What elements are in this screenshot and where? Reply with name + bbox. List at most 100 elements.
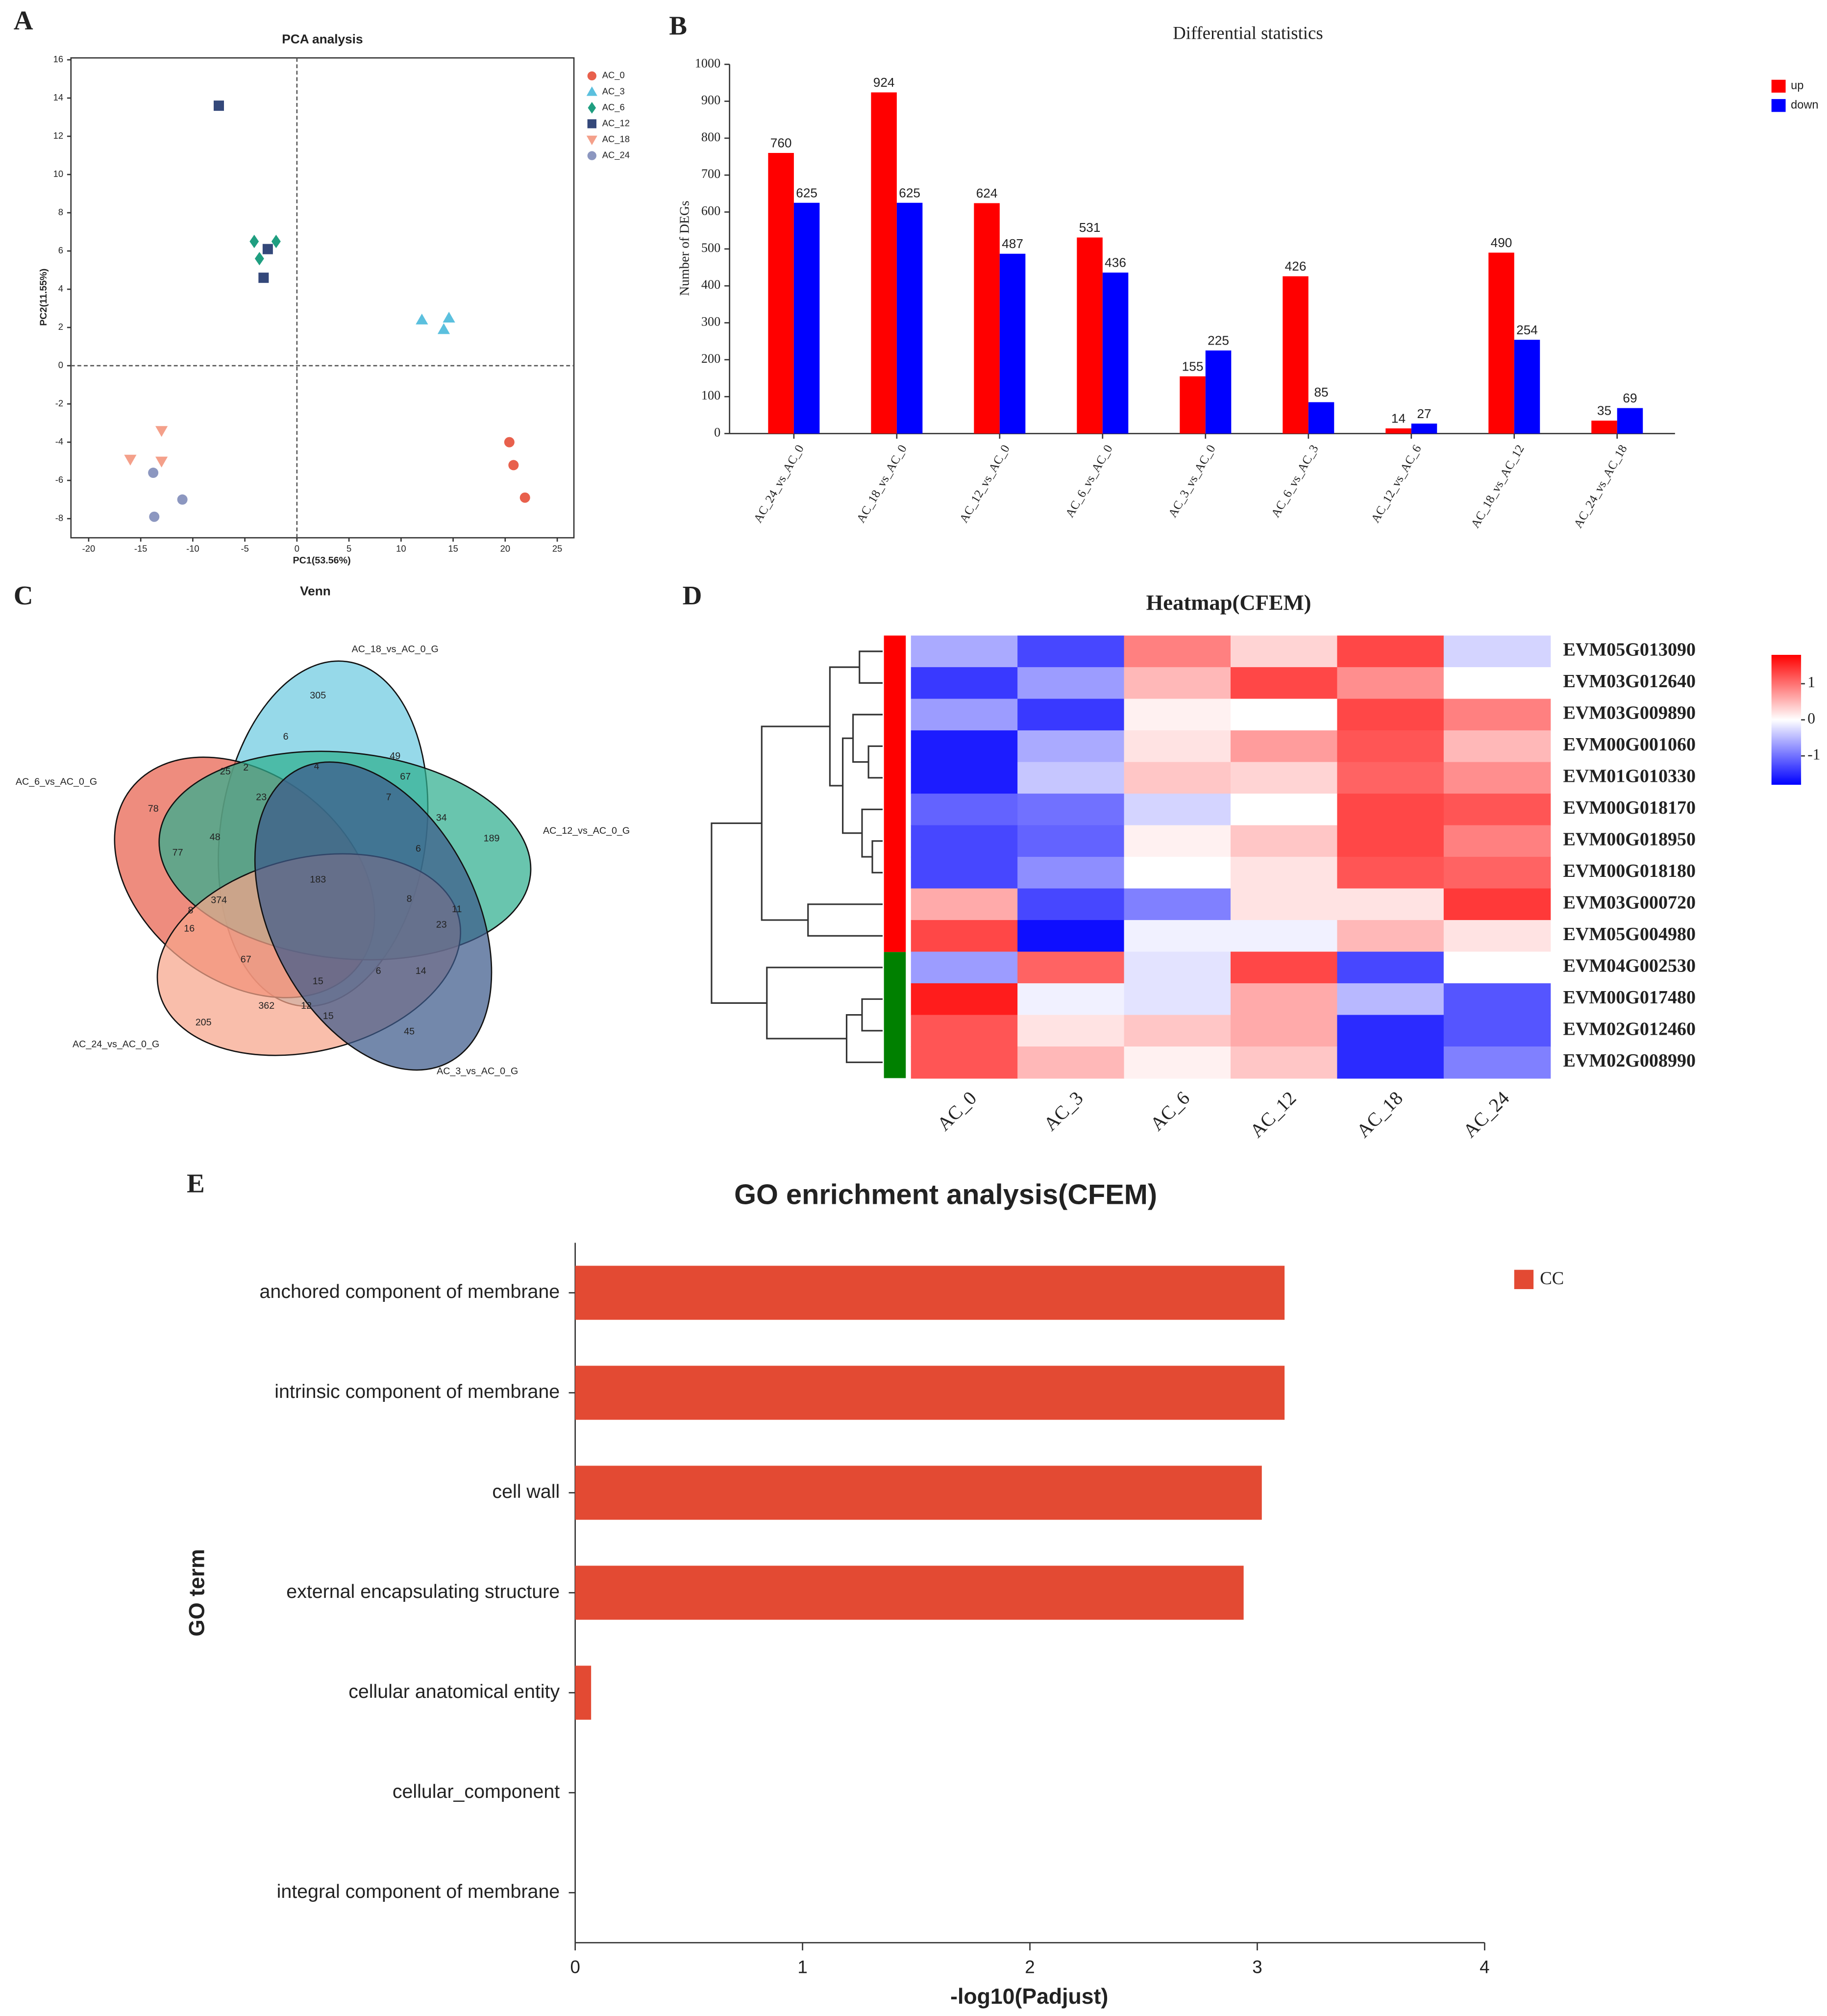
bar [1385,428,1411,434]
marker [443,311,455,323]
marker [586,86,597,96]
marker [587,151,596,160]
marker [416,313,428,324]
x-tick-label: 25 [552,544,562,554]
y-tick-label: 2 [58,322,63,332]
x-tick-label: 15 [448,544,458,554]
set-label: AC_3_vs_AC_0_G [437,1066,518,1077]
heat-cell [1337,730,1444,763]
x-tick-label: 1 [797,1957,807,1977]
y-tick-label: 16 [53,54,63,64]
heat-cell [1443,730,1551,763]
region-count: 14 [416,966,426,976]
y-tick-label: 4 [58,283,63,294]
data-label: 924 [873,75,895,90]
x-tick-label: 10 [396,544,406,554]
y-tick-label: 300 [701,315,720,329]
set-label: AC_18_vs_AC_0_G [352,644,439,655]
heat-cell [1124,698,1232,731]
x-tick-label: 2 [1025,1957,1035,1977]
region-count: 23 [436,919,447,930]
heat-cell [1017,698,1125,731]
region-count: 8 [407,894,412,904]
heat-cell [1017,1046,1125,1079]
heat-cell [911,635,1018,668]
y-tick-label: integral component of membrane [277,1881,560,1902]
heat-cell [1017,825,1125,858]
marker [437,323,450,334]
heat-cell [911,667,1018,699]
heat-cell [1231,730,1338,763]
data-label: 531 [1079,220,1101,235]
row-label: EVM03G009890 [1563,703,1696,723]
marker [254,252,264,266]
heat-cell [1017,951,1125,984]
heat-cell [1443,698,1551,731]
heat-cell [1337,698,1444,731]
region-count: 45 [404,1026,415,1037]
heat-cell [1124,951,1232,984]
y-tick-label: 0 [714,425,720,440]
heat-cell [1124,857,1232,889]
y-tick-label: intrinsic component of membrane [274,1381,560,1402]
venn-set [254,761,493,1071]
y-axis-label: PC2(11.55%) [38,269,49,326]
region-count: 205 [196,1017,212,1028]
bar [1180,376,1206,434]
marker [586,135,597,146]
data-label: 35 [1597,403,1611,418]
heat-cell [1337,1015,1444,1047]
heat-cell [1124,920,1232,952]
bar [575,1266,1285,1320]
heat-cell [1443,951,1551,984]
heat-cell [1337,888,1444,921]
heat-cell [911,730,1018,763]
heat-cell [1124,635,1232,668]
heat-cell [1017,983,1125,1016]
marker [214,100,224,111]
region-count: 67 [241,954,251,965]
x-tick-label: 3 [1252,1957,1262,1977]
legend-swatch [1514,1269,1534,1290]
data-label: 625 [796,185,817,200]
y-tick-label: -8 [55,513,63,523]
region-count: 67 [400,772,411,782]
chart-title: Heatmap(CFEM) [1146,590,1311,615]
bar [793,202,820,434]
heat-cell [1443,1046,1551,1079]
region-count: 189 [484,833,500,844]
chart-title: GO enrichment analysis(CFEM) [734,1179,1157,1210]
y-tick-label: 6 [58,245,63,255]
bar [1514,340,1540,434]
region-count: 6 [416,844,421,854]
heat-cell [911,857,1018,889]
y-tick-label: cellular_component [393,1781,560,1802]
row-label: EVM05G013090 [1563,640,1696,660]
heat-cell [1231,857,1338,889]
heat-cell [911,1046,1018,1079]
legend-label: AC_24 [602,149,630,160]
panel-label: E [187,1169,205,1198]
heat-cell [1231,920,1338,952]
legend-swatch [1771,99,1786,112]
x-tick-label: -20 [82,544,96,554]
region-count: 6 [376,966,381,976]
y-tick-label: 800 [701,130,720,144]
heat-cell [1231,1015,1338,1047]
heat-cell [1017,857,1125,889]
heat-cell [1231,667,1338,699]
row-label: EVM00G018180 [1563,861,1696,881]
heat-cell [1337,1046,1444,1079]
heat-cell [1124,1046,1232,1079]
marker [124,454,137,466]
heat-cell [911,825,1018,858]
bar [1283,276,1309,434]
data-label: 69 [1623,391,1637,405]
dendrogram [711,650,883,1063]
heat-cell [911,951,1018,984]
marker [258,273,269,283]
heat-cell [1124,667,1232,699]
heat-cell [911,794,1018,826]
region-count: 34 [436,813,447,823]
heat-cell [1124,825,1232,858]
